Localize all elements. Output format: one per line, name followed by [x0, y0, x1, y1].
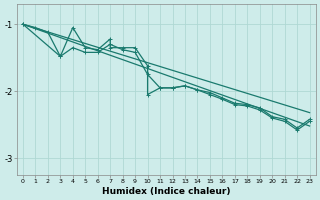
- X-axis label: Humidex (Indice chaleur): Humidex (Indice chaleur): [102, 187, 230, 196]
